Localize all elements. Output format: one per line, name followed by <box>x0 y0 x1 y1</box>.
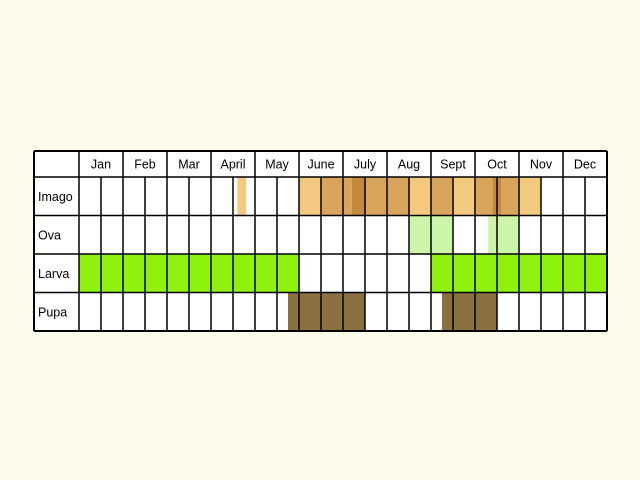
table-labels: Jan Feb Mar April May June July Aug Sept Oct Nov De… <box>38 158 596 320</box>
stage-label: Pupa <box>38 305 67 319</box>
bar-imago-9 <box>475 177 493 216</box>
month-label: Jan <box>91 158 111 172</box>
month-label: May <box>265 158 289 172</box>
bar-imago-0 <box>237 177 247 216</box>
stage-label: Larva <box>38 267 69 281</box>
bar-imago-12 <box>519 177 541 216</box>
stage-label: Imago <box>38 190 73 204</box>
bar-imago-8 <box>453 177 475 216</box>
stage-label: Ova <box>38 228 61 242</box>
month-label: July <box>354 158 377 172</box>
bar-imago-6 <box>409 177 431 216</box>
month-label: April <box>220 158 245 172</box>
bar-pupa-1 <box>442 292 497 331</box>
month-label: Oct <box>487 158 507 172</box>
bar-imago-11 <box>501 177 519 216</box>
month-label: Nov <box>530 158 553 172</box>
bar-imago-2 <box>321 177 343 216</box>
table-grid <box>33 150 608 332</box>
bar-ova-1 <box>488 215 519 254</box>
bar-pupa-0 <box>288 292 365 331</box>
bar-imago-3 <box>343 177 352 216</box>
month-label: Sept <box>440 158 466 172</box>
bar-imago-7 <box>431 177 453 216</box>
month-label: Mar <box>178 158 200 172</box>
bar-imago-1 <box>299 177 321 216</box>
bar-imago-4 <box>351 177 365 216</box>
month-label: Feb <box>134 158 156 172</box>
month-label: Dec <box>574 158 596 172</box>
month-label: June <box>307 158 334 172</box>
month-label: Aug <box>398 158 420 172</box>
